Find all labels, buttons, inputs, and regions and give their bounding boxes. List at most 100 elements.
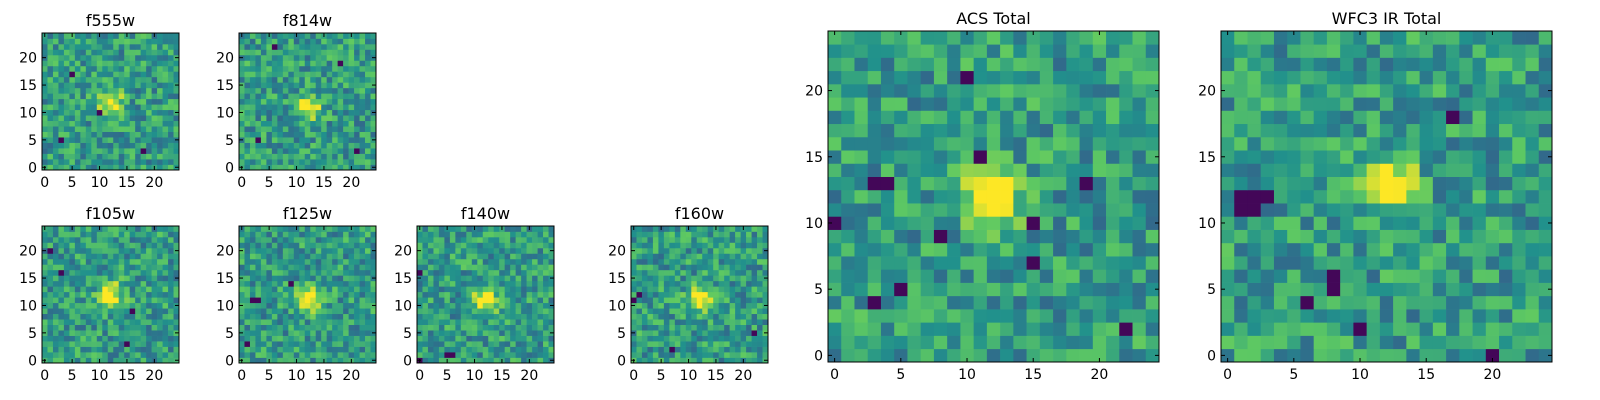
heatmap-cell bbox=[532, 236, 538, 243]
heatmap-cell bbox=[63, 76, 70, 83]
heatmap-cell bbox=[1053, 97, 1067, 111]
heatmap-cell bbox=[52, 226, 59, 232]
heatmap-cell bbox=[249, 341, 256, 347]
heatmap-cell bbox=[310, 313, 317, 320]
axes-frame bbox=[827, 30, 1160, 363]
heatmap-cell bbox=[91, 49, 98, 56]
heatmap-cell bbox=[680, 280, 687, 287]
heatmap-cell bbox=[332, 93, 338, 100]
heatmap-cell bbox=[526, 346, 533, 353]
heatmap-cell bbox=[365, 313, 371, 320]
heatmap-cell bbox=[315, 286, 322, 293]
heatmap-cell bbox=[907, 83, 922, 98]
heatmap-cell bbox=[359, 153, 366, 160]
heatmap-cell bbox=[669, 302, 676, 309]
heatmap-cell bbox=[636, 335, 643, 342]
heatmap-cell bbox=[359, 335, 366, 342]
heatmap-cell bbox=[140, 33, 147, 39]
heatmap-cell bbox=[96, 65, 103, 72]
heatmap-cell bbox=[239, 269, 245, 276]
heatmap-cell bbox=[91, 38, 98, 45]
heatmap-cell bbox=[42, 93, 48, 100]
heatmap-cell bbox=[894, 44, 908, 58]
heatmap-cell bbox=[266, 280, 273, 287]
heatmap-cell bbox=[1026, 335, 1041, 350]
heatmap-cell bbox=[151, 275, 158, 282]
heatmap-cell bbox=[249, 275, 256, 282]
heatmap-cell bbox=[266, 131, 273, 138]
heatmap-cell bbox=[326, 104, 333, 111]
heatmap-cell bbox=[417, 286, 423, 293]
heatmap-cell bbox=[162, 308, 169, 315]
heatmap-cell bbox=[652, 258, 659, 265]
heatmap-cell bbox=[521, 253, 527, 260]
heatmap-cell bbox=[493, 275, 500, 282]
heatmap-cell bbox=[466, 341, 473, 347]
heatmap-cell bbox=[460, 275, 467, 282]
heatmap-cell bbox=[427, 313, 434, 320]
heatmap-cell bbox=[277, 43, 284, 50]
heatmap-cell bbox=[244, 43, 251, 50]
heatmap-cell bbox=[746, 324, 752, 331]
heatmap-cell bbox=[255, 247, 262, 254]
heatmap-cell bbox=[1340, 335, 1354, 350]
heatmap-cell bbox=[1132, 189, 1147, 204]
heatmap-cell bbox=[85, 330, 92, 336]
heatmap-cell bbox=[42, 297, 48, 304]
heatmap-cell bbox=[288, 330, 295, 336]
heatmap-cell bbox=[299, 341, 306, 347]
heatmap-cell bbox=[173, 60, 180, 67]
heatmap-cell bbox=[933, 203, 948, 217]
heatmap-cell bbox=[74, 330, 81, 336]
heatmap-cell bbox=[471, 242, 478, 249]
heatmap-cell bbox=[299, 231, 306, 238]
heatmap-cell bbox=[1459, 216, 1473, 230]
heatmap-cell bbox=[707, 264, 714, 271]
heatmap-cell bbox=[1432, 203, 1447, 217]
heatmap-cell bbox=[1379, 203, 1394, 217]
heatmap-cell bbox=[359, 71, 366, 78]
heatmap-cell bbox=[310, 352, 317, 358]
heatmap-cell bbox=[239, 297, 245, 304]
heatmap-cell bbox=[310, 258, 317, 265]
heatmap-cell bbox=[1525, 335, 1540, 350]
heatmap-cell bbox=[417, 253, 423, 260]
heatmap-cell bbox=[674, 226, 681, 232]
heatmap-cell bbox=[947, 203, 961, 217]
heatmap-cell bbox=[332, 335, 338, 342]
heatmap-cell bbox=[277, 302, 284, 309]
heatmap-cell bbox=[315, 49, 322, 56]
heatmap-cell bbox=[304, 341, 311, 347]
heatmap-cell bbox=[433, 308, 440, 315]
heatmap-cell bbox=[151, 49, 158, 56]
heatmap-cell bbox=[96, 275, 103, 282]
heatmap-cell bbox=[255, 164, 262, 171]
heatmap-cell bbox=[326, 131, 333, 138]
heatmap-cell bbox=[42, 98, 48, 105]
heatmap-cell bbox=[370, 264, 377, 271]
heatmap-cell bbox=[244, 357, 251, 364]
heatmap-cell bbox=[438, 330, 445, 336]
heatmap-cell bbox=[293, 297, 300, 304]
heatmap-cell bbox=[1525, 163, 1540, 177]
heatmap-cell bbox=[641, 346, 648, 353]
heatmap-cell bbox=[157, 71, 163, 78]
heatmap-cell bbox=[658, 324, 665, 331]
heatmap-cell bbox=[304, 297, 311, 304]
heatmap-cell bbox=[1406, 189, 1420, 204]
heatmap-cell bbox=[266, 291, 273, 298]
heatmap-cell bbox=[260, 54, 267, 61]
heatmap-cell bbox=[1300, 216, 1315, 230]
heatmap-cell bbox=[751, 258, 758, 265]
heatmap-cell bbox=[960, 123, 974, 138]
heatmap-cell bbox=[293, 346, 300, 353]
heatmap-cell bbox=[282, 253, 289, 260]
heatmap-cell bbox=[244, 87, 251, 94]
heatmap-cell bbox=[1340, 269, 1354, 283]
heatmap-cell bbox=[157, 258, 163, 265]
heatmap-cell bbox=[260, 71, 267, 78]
heatmap-cell bbox=[52, 247, 59, 254]
heatmap-cell bbox=[63, 71, 70, 78]
heatmap-cell bbox=[326, 286, 333, 293]
heatmap-cell bbox=[735, 297, 741, 304]
